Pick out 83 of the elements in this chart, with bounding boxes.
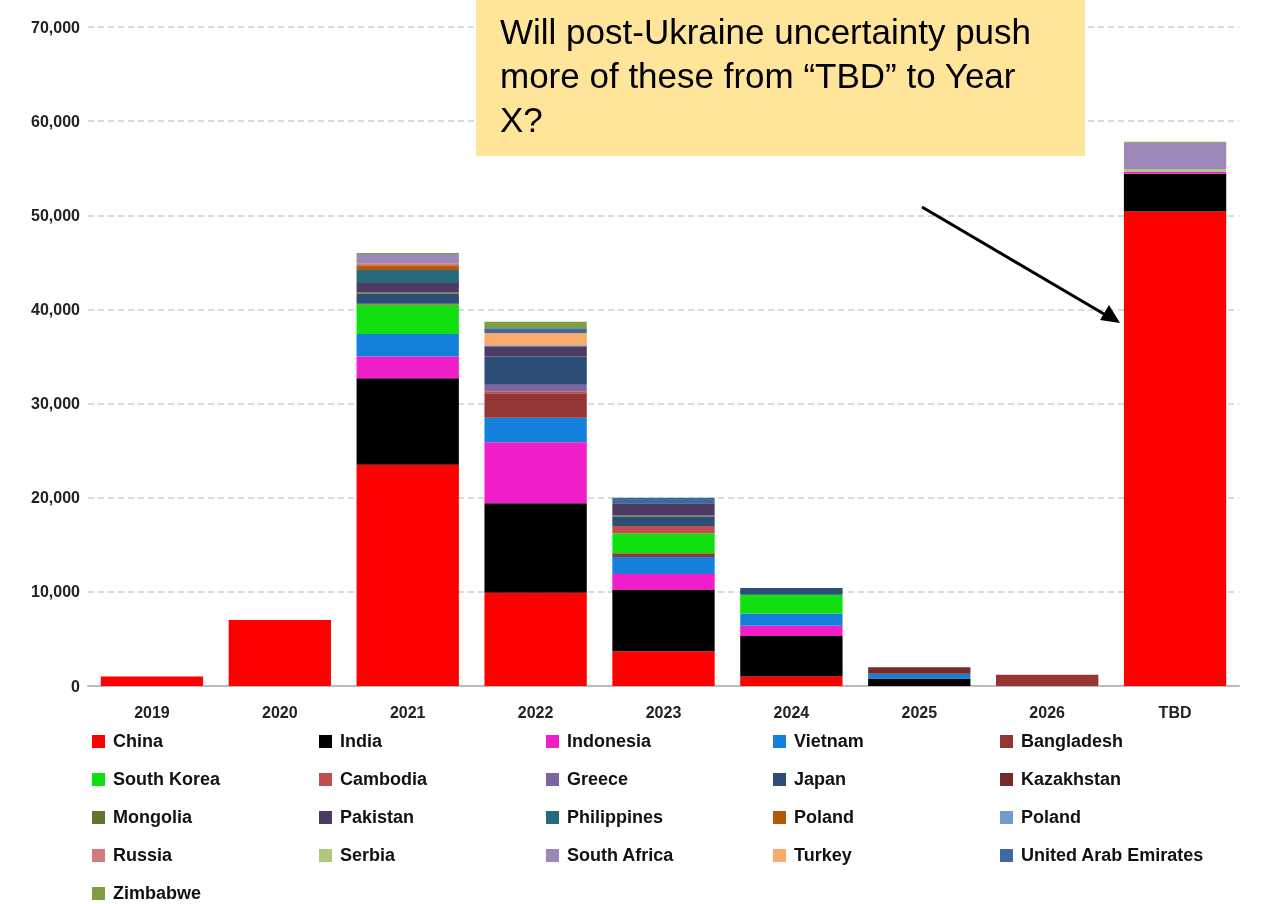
x-tick-label: 2023	[645, 703, 682, 721]
bar	[484, 417, 587, 443]
legend-label: Mongolia	[113, 806, 192, 828]
legend-label: Poland	[1021, 806, 1082, 828]
y-tick-label: 10,000	[31, 583, 81, 601]
y-tick-label: 40,000	[31, 300, 81, 318]
bar	[356, 378, 459, 465]
bar	[612, 533, 715, 554]
legend-label: Poland	[794, 806, 855, 828]
legend-label: Zimbabwe	[113, 882, 202, 904]
bar	[740, 676, 843, 686]
bar	[868, 667, 971, 674]
bar	[484, 393, 587, 418]
bar	[484, 332, 587, 346]
y-tick-label: 0	[71, 677, 81, 695]
bar	[612, 516, 715, 526]
bar	[612, 573, 715, 590]
bar	[612, 589, 715, 652]
x-tick-label: 2019	[134, 703, 170, 721]
legend-label: Bangladesh	[1021, 730, 1124, 752]
bar	[740, 636, 843, 677]
y-tick-label: 60,000	[31, 112, 81, 130]
x-tick-label: 2025	[901, 703, 938, 721]
bar	[356, 293, 459, 304]
bar	[1123, 173, 1227, 212]
bar	[356, 304, 459, 334]
bar	[612, 651, 715, 686]
bar	[868, 678, 971, 686]
bar	[996, 674, 1099, 686]
bar	[228, 620, 331, 686]
bar	[356, 283, 459, 293]
x-tick-label: 2021	[389, 703, 426, 721]
bar	[356, 269, 459, 284]
bar	[484, 442, 587, 504]
bar	[356, 265, 459, 270]
legend-label: India	[340, 730, 383, 752]
bar	[484, 321, 587, 329]
bar	[1123, 211, 1227, 686]
x-tick-label: 2022	[517, 703, 554, 721]
legend-label: South Korea	[113, 768, 221, 790]
y-tick-label: 30,000	[31, 395, 81, 413]
y-tick-label: 70,000	[31, 18, 81, 36]
bar	[612, 525, 715, 534]
bar	[484, 384, 587, 392]
x-tick-label: 2024	[773, 703, 810, 721]
legend-label: China	[113, 730, 164, 752]
bar	[740, 613, 843, 626]
bar	[612, 503, 715, 516]
bar	[740, 625, 843, 637]
legend-label: Greece	[567, 768, 629, 790]
bar	[740, 588, 843, 595]
legend-label: Pakistan	[340, 806, 415, 828]
bar	[484, 592, 587, 686]
bar	[1123, 142, 1227, 170]
legend-label: Indonesia	[567, 730, 652, 752]
legend-label: Philippines	[567, 806, 664, 828]
legend-label: Russia	[113, 844, 173, 866]
x-tick-label: TBD	[1158, 703, 1192, 721]
bar	[100, 676, 204, 686]
bar	[740, 594, 843, 614]
legend-label: Vietnam	[794, 730, 864, 752]
bar	[612, 557, 715, 574]
bar	[356, 333, 459, 357]
legend-label: Serbia	[340, 844, 396, 866]
bar	[484, 328, 587, 333]
legend-label: Kazakhstan	[1021, 768, 1122, 790]
bar	[356, 253, 459, 264]
annotation: Will post-Ukraine uncertainty push more of these from “TBD” to Year X?	[476, 0, 1085, 156]
x-tick-label: 2020	[262, 703, 298, 721]
legend-label: South Africa	[567, 844, 674, 866]
bar	[484, 356, 587, 385]
y-tick-label: 20,000	[31, 489, 81, 507]
legend-label: Japan	[794, 768, 847, 790]
bar	[612, 553, 715, 558]
bar	[484, 346, 587, 357]
legend-label: United Arab Emirates	[1021, 844, 1204, 866]
legend-label: Turkey	[794, 844, 852, 866]
x-tick-label: 2026	[1029, 703, 1066, 721]
bar	[356, 356, 459, 379]
y-tick-label: 50,000	[31, 206, 81, 224]
bar	[484, 503, 587, 593]
bar	[356, 464, 459, 686]
legend-label: Cambodia	[340, 768, 428, 790]
